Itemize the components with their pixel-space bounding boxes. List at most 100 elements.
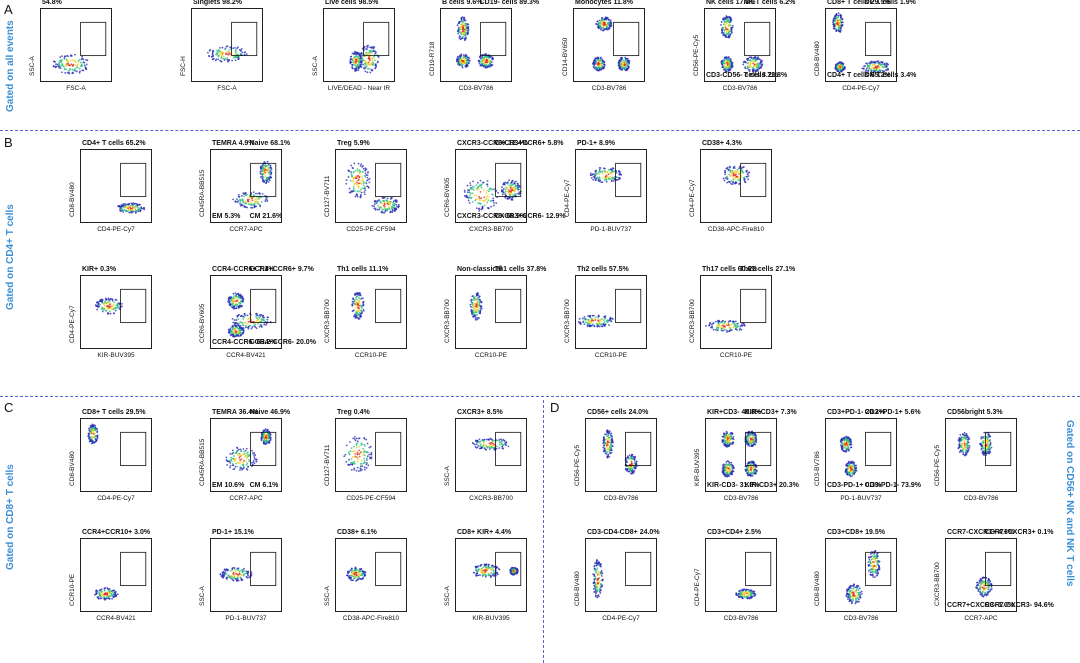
gate-label-cd8-kir-4-4: CD8+ KIR+ 4.4% <box>457 529 512 536</box>
x-axis-label: CD38-APC-Fire810 <box>342 615 400 622</box>
plot-35 <box>945 538 1017 612</box>
x-axis-label: CD38-APC-Fire810 <box>707 226 765 233</box>
plot-33 <box>705 538 777 612</box>
density-plot-35 <box>975 551 1012 598</box>
x-axis-label: CCR10-PE <box>354 352 388 359</box>
gate-label-cxcr3-ccr6-12-9: CXCR3+CCR6- 12.9% <box>494 213 566 220</box>
density-plot-8 <box>117 162 147 214</box>
y-axis-label: SSC-A <box>324 586 331 606</box>
y-axis-label: KIR-BUV395 <box>694 448 701 486</box>
density-plot-30 <box>839 431 892 478</box>
gate-22 <box>375 431 402 467</box>
gate-18 <box>615 288 642 324</box>
gate-19 <box>740 288 767 324</box>
gate-9 <box>250 162 277 198</box>
y-axis-label: CXCR3-BB700 <box>444 299 451 343</box>
y-axis-label: CXCR3-BB700 <box>324 299 331 343</box>
x-axis-label: CD4-PE-Cy7 <box>842 85 880 92</box>
density-plot-22 <box>343 431 402 473</box>
density-plot-12 <box>589 162 642 198</box>
density-plot-2 <box>206 21 258 63</box>
plot-31 <box>945 418 1017 492</box>
x-axis-label: CCR10-PE <box>474 352 508 359</box>
plot-12 <box>575 149 647 223</box>
gate-label-cd3-cd4-cd8-24-0: CD3-CD4-CD8+ 24.0% <box>587 529 660 536</box>
y-axis-label: CD4-PE-Cy7 <box>694 568 701 606</box>
side-label-C: Gated on CD8+ T cells <box>5 464 16 570</box>
y-axis-label: CD56-PE-Cy5 <box>574 444 581 486</box>
y-axis-label: CD19-R718 <box>429 41 436 76</box>
plot-15 <box>210 275 282 349</box>
gate-label-temra-36-4: TEMRA 36.4% <box>212 409 259 416</box>
plot-20 <box>80 418 152 492</box>
gate-label-cxcr3-ccr6-68-9: CXCR3-CCR6- 68.9% <box>457 213 527 220</box>
divider-c-d <box>543 400 544 663</box>
x-axis-label: CD25-PE-CF594 <box>346 226 396 233</box>
plot-26 <box>335 538 407 612</box>
gate-label-nk-t-cells-6-2: NK T cells 6.2% <box>743 0 796 6</box>
gate-label-cxcr3-ccr6-5-8: CXCR3+CCR6+ 5.8% <box>494 140 564 147</box>
gate-label-live-cells-98-5: Live cells 98.5% <box>325 0 379 6</box>
density-plot-16 <box>351 288 402 324</box>
density-plot-11 <box>463 162 522 212</box>
panel-label-C: C <box>4 400 14 415</box>
x-axis-label: CD4-PE-Cy7 <box>602 615 640 622</box>
gate-label-dn-t-cells-3-4: DN T cells 3.4% <box>864 72 917 79</box>
gate-label-non-classical: Non-classical <box>457 266 503 273</box>
x-axis-label: CCR4-BV421 <box>96 615 136 622</box>
gate-label-singlets-98-2: Singlets 98.2% <box>193 0 243 6</box>
gate-label-kir-cd3-40-8: KIR+CD3- 40.8% <box>707 409 762 416</box>
density-plot-29 <box>721 430 772 478</box>
divider-b-c <box>0 396 1080 397</box>
side-label-B: Gated on CD4+ T cells <box>5 204 16 310</box>
gate-label-ccr4-ccr6-7-1: CCR4-CCR6+ 7.1% <box>212 266 275 273</box>
density-plot-27 <box>473 551 522 587</box>
gate-label-cd56-cells-24-0: CD56+ cells 24.0% <box>587 409 649 416</box>
y-axis-label: CD14-BV650 <box>562 37 569 76</box>
x-axis-label: CXCR3-BB700 <box>469 226 513 233</box>
density-plot-19 <box>705 288 767 333</box>
gate-label-th17-cells-60-6: Th17 cells 60.6% <box>702 266 758 273</box>
panel-label-A: A <box>4 2 13 17</box>
gate-8 <box>120 162 147 198</box>
gate-2 <box>231 21 258 57</box>
density-plot-3 <box>349 21 390 74</box>
gate-20 <box>120 431 147 467</box>
density-plot-14 <box>94 288 147 324</box>
density-plot-5 <box>592 16 640 72</box>
gate-4 <box>480 21 507 57</box>
gate-label-cd4-t-cells-65-2: CD4+ T cells 65.2% <box>827 72 891 79</box>
plot-24 <box>80 538 152 612</box>
y-axis-label: CD8-BV480 <box>814 41 821 76</box>
gate-3 <box>363 21 390 57</box>
x-axis-label: CD3-BV786 <box>723 615 759 622</box>
x-axis-label: CCR10-PE <box>594 352 628 359</box>
plot-6 <box>704 8 776 82</box>
plot-27 <box>455 538 527 612</box>
y-axis-label: CXCR3-BB700 <box>564 299 571 343</box>
plot-25 <box>210 538 282 612</box>
gate-label-dp-t-cells-1-9: DP T cells 1.9% <box>864 0 916 6</box>
gate-34 <box>865 551 892 587</box>
gate-28 <box>625 431 652 467</box>
gate-label-monocytes-11-8: Monocytes 11.8% <box>575 0 633 6</box>
gate-label-cd3-pd-1-0-3: CD3-PD-1+ 0.3% <box>827 482 882 489</box>
x-axis-label: KIR-BUV395 <box>97 352 135 359</box>
x-axis-label: LIVE/DEAD - Near IR <box>327 85 391 92</box>
gate-label-ccr4-ccr6-9-7: CCR4+CCR6+ 9.7% <box>249 266 314 273</box>
y-axis-label: CD127-BV711 <box>324 444 331 486</box>
gate-label-cd3-pd-1-20-2: CD3+PD-1- 20.2% <box>827 409 886 416</box>
x-axis-label: CCR7-APC <box>964 615 998 622</box>
gate-label-th1-cells-37-8: Th1 cells 37.8% <box>494 266 547 273</box>
y-axis-label: CD4-PE-Cy7 <box>564 179 571 217</box>
gate-16 <box>375 288 402 324</box>
density-plot-7 <box>832 12 892 74</box>
gate-label-treg-5-9: Treg 5.9% <box>337 140 370 147</box>
gate-24 <box>120 551 147 587</box>
plot-28 <box>585 418 657 492</box>
plot-4 <box>440 8 512 82</box>
gate-27 <box>495 551 522 587</box>
y-axis-label: SSC-A <box>444 586 451 606</box>
gate-label-kir-cd3-20-3: KIR-CD3+ 20.3% <box>744 482 799 489</box>
density-plot-21 <box>225 428 277 471</box>
